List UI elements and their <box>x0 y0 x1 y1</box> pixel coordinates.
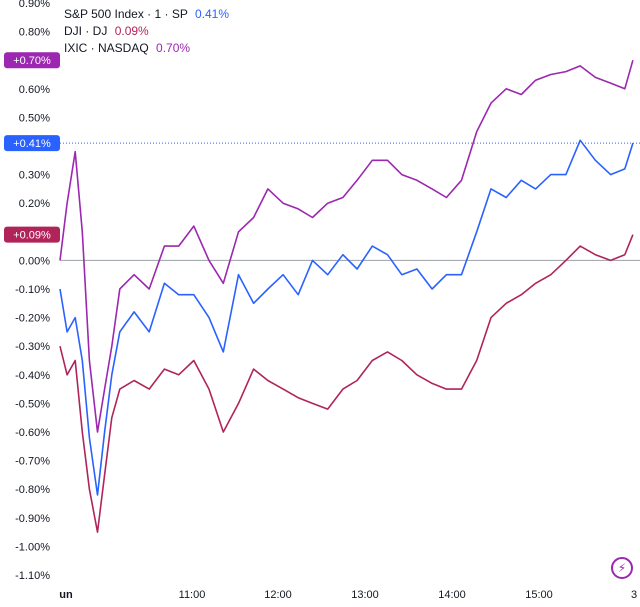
legend-item-dji[interactable]: DJI · DJ 0.09% <box>64 23 229 40</box>
series-lines <box>59 59 634 533</box>
y-tick-label: -0.30% <box>15 341 50 353</box>
legend-value: 0.70% <box>156 41 191 55</box>
y-tick-label: -0.70% <box>15 456 50 468</box>
y-tick-label: -0.50% <box>15 398 50 410</box>
x-tick-label: 11:00 <box>179 589 206 601</box>
value-badges: +0.41% +0.09% +0.70% <box>4 52 60 243</box>
y-tick-label: -0.20% <box>15 313 50 325</box>
y-tick-label: -0.90% <box>15 513 50 525</box>
x-tick-label: 13:00 <box>351 589 379 601</box>
value-badge: +0.09% <box>4 226 60 243</box>
y-tick-label: 0.00% <box>19 255 50 267</box>
y-tick-label: -0.80% <box>15 484 50 496</box>
y-tick-label: 0.30% <box>19 170 50 182</box>
x-tick-label: un <box>59 589 73 601</box>
y-tick-label: -0.10% <box>15 284 50 296</box>
y-tick-label: -0.40% <box>15 370 50 382</box>
value-badge: +0.41% <box>4 135 60 152</box>
legend-item-ixic[interactable]: IXIC · NASDAQ 0.70% <box>64 40 229 57</box>
y-tick-label: 0.20% <box>19 198 50 210</box>
legend: S&P 500 Index · 1 · SP 0.41% DJI · DJ 0.… <box>64 6 229 57</box>
badge-label: +0.09% <box>13 230 51 242</box>
y-tick-label: -1.10% <box>15 570 50 582</box>
y-tick-label: 0.80% <box>19 27 50 39</box>
badge-label: +0.70% <box>13 55 51 67</box>
series-line[interactable] <box>59 59 634 433</box>
y-tick-label: 0.90% <box>19 0 50 10</box>
legend-label: IXIC · NASDAQ <box>64 41 149 55</box>
y-tick-label: -1.00% <box>15 541 50 553</box>
legend-label: S&P 500 Index · 1 · SP <box>64 7 188 21</box>
series-line[interactable] <box>59 234 634 533</box>
legend-value: 0.09% <box>114 24 149 38</box>
y-tick-label: 0.50% <box>19 112 50 124</box>
legend-value: 0.41% <box>194 7 230 21</box>
x-tick-label: 15:00 <box>525 589 553 601</box>
x-tick-label: 14:00 <box>438 589 466 601</box>
lightning-icon[interactable]: ⚡ <box>611 557 633 579</box>
legend-label: DJI · DJ <box>64 24 108 38</box>
y-tick-label: 0.60% <box>19 84 50 96</box>
x-tick-label: 3 <box>631 589 637 601</box>
legend-item-sp500[interactable]: S&P 500 Index · 1 · SP 0.41% <box>64 6 229 23</box>
y-tick-label: -0.60% <box>15 427 50 439</box>
value-badge: +0.70% <box>4 52 60 69</box>
y-axis: 0.90%0.80%0.70%0.60%0.50%0.40%0.30%0.20%… <box>15 0 50 582</box>
x-axis: un 11:00 12:00 13:00 14:00 15:00 3 <box>59 589 637 601</box>
badge-label: +0.41% <box>13 138 51 150</box>
x-tick-label: 12:00 <box>264 589 292 601</box>
series-line[interactable] <box>59 139 634 496</box>
